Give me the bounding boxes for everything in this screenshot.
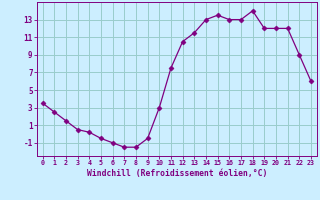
X-axis label: Windchill (Refroidissement éolien,°C): Windchill (Refroidissement éolien,°C) xyxy=(87,169,267,178)
